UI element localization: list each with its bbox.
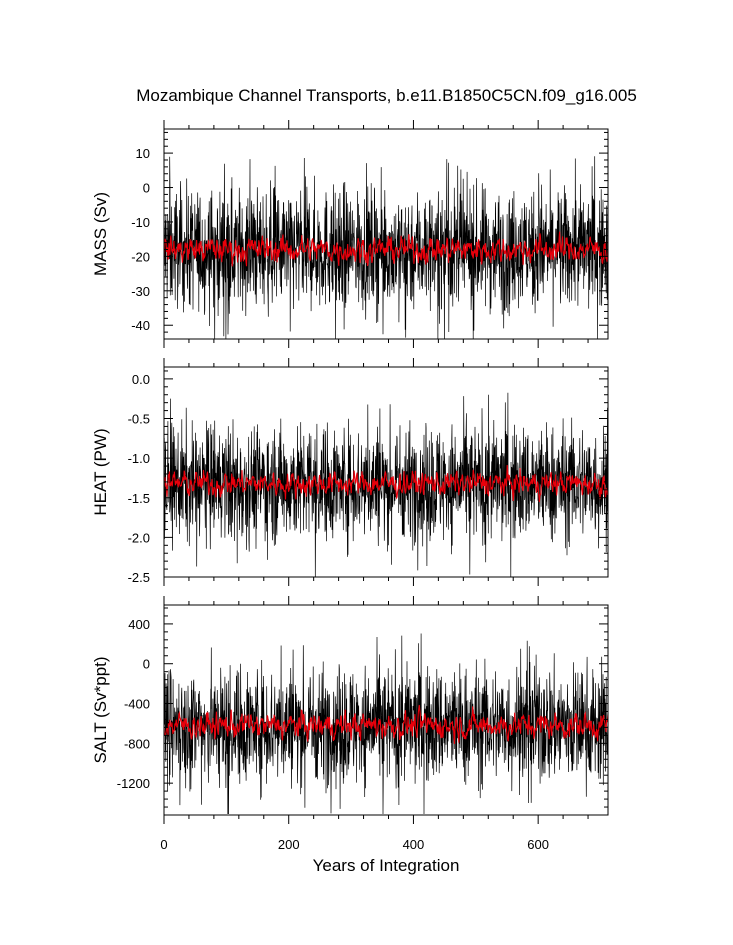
smoothed-series-line (164, 464, 608, 502)
y-tick-label: -400 (124, 697, 150, 712)
chart-title: Mozambique Channel Transports, b.e11.B18… (136, 86, 637, 105)
y-tick-label: -0.5 (128, 412, 150, 427)
y-tick-label: -20 (131, 249, 150, 264)
y-tick-label: -10 (131, 215, 150, 230)
y-tick-label: 0.0 (132, 372, 150, 387)
x-tick-label: 400 (403, 837, 425, 852)
panel-frame (163, 604, 609, 816)
y-tick-label: -2.5 (128, 570, 150, 585)
y-tick-label: -30 (131, 284, 150, 299)
panel-2: 0.0 -0.5 -1.0 -1.5 -2.0 -2.5 HEAT (PW) (91, 358, 609, 586)
x-tick-label: 600 (527, 837, 549, 852)
y-tick-label: -1.5 (128, 491, 150, 506)
x-tick-label: 0 (160, 837, 167, 852)
panel-frame (163, 128, 609, 340)
y-tick-label: 10 (136, 146, 150, 161)
smoothed-series-line (164, 231, 608, 267)
panel-3: 400 0 -400 -800 -1200 SALT (Sv*ppt) (91, 596, 609, 824)
monthly-series-line (164, 156, 608, 339)
panel-1: 10 0 -10 -20 -30 -40 MASS (Sv) (91, 120, 609, 348)
y-axis-label: MASS (Sv) (91, 192, 110, 276)
y-tick-label: -2.0 (128, 530, 150, 545)
y-tick-label: -1200 (117, 776, 150, 791)
y-tick-label: -800 (124, 736, 150, 751)
y-tick-label: 400 (128, 617, 150, 632)
y-tick-label: 0 (143, 657, 150, 672)
panel-frame (163, 366, 609, 578)
y-axis-label: SALT (Sv*ppt) (91, 656, 110, 763)
y-axis-label: HEAT (PW) (91, 428, 110, 515)
smoothed-series-line (164, 704, 608, 745)
y-tick-label: -40 (131, 318, 150, 333)
y-tick-label: -1.0 (128, 451, 150, 466)
x-axis-label: Years of Integration (312, 856, 460, 875)
y-tick-label: 0 (143, 181, 150, 196)
x-tick-label: 200 (278, 837, 300, 852)
